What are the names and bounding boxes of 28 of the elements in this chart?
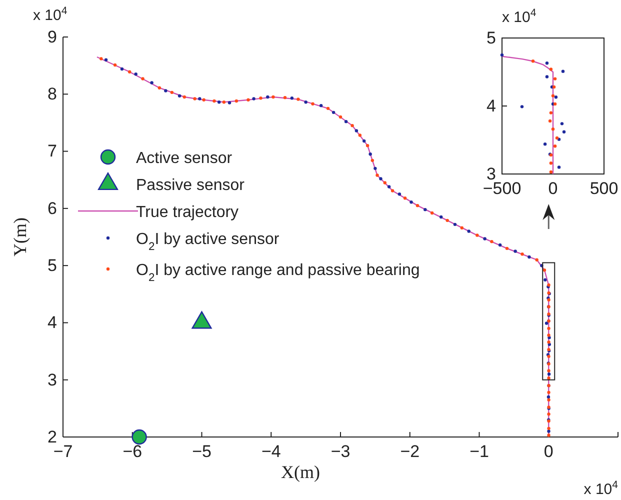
x-tick-label: −5 [192, 442, 212, 462]
text: x 10$^{4}$ [502, 7, 536, 26]
y-tick-label: 7 [48, 142, 57, 161]
x-tick-label: 500 [590, 179, 618, 198]
legend-label: O$_{2}$I by active sensor [136, 231, 280, 253]
y-tick-label: 5 [48, 256, 57, 276]
x-axis-title: X(m) [281, 462, 320, 482]
legend-label: Active sensor [136, 150, 233, 167]
x-tick-label: −1 [470, 442, 489, 462]
y-tick-label: 9 [48, 27, 57, 46]
x-tick-label: −4 [261, 442, 281, 462]
y-tick-label: 4 [48, 313, 57, 332]
y-tick-label: 4 [486, 96, 496, 116]
text: x 10$^{4}$ [584, 479, 618, 498]
x-tick-label: 0 [548, 179, 558, 198]
y-axis-title: Y(m) [10, 218, 30, 256]
y-tick-label: 8 [48, 84, 57, 104]
x-tick-label: −2 [400, 442, 420, 462]
legend-label: O$_{2}$I by active range and passive bearing [136, 262, 420, 284]
legend-label: True trajectory [136, 204, 239, 221]
legend-label: Passive sensor [136, 177, 246, 194]
text: x 10$^{4}$ [33, 5, 68, 24]
x-tick-label: 0 [544, 442, 554, 462]
y-tick-label: 6 [48, 198, 57, 218]
x-tick-label: −6 [122, 442, 142, 462]
x-tick-label: −3 [330, 442, 350, 462]
y-tick-label: 5 [486, 28, 496, 48]
y-tick-label: 3 [48, 370, 57, 390]
